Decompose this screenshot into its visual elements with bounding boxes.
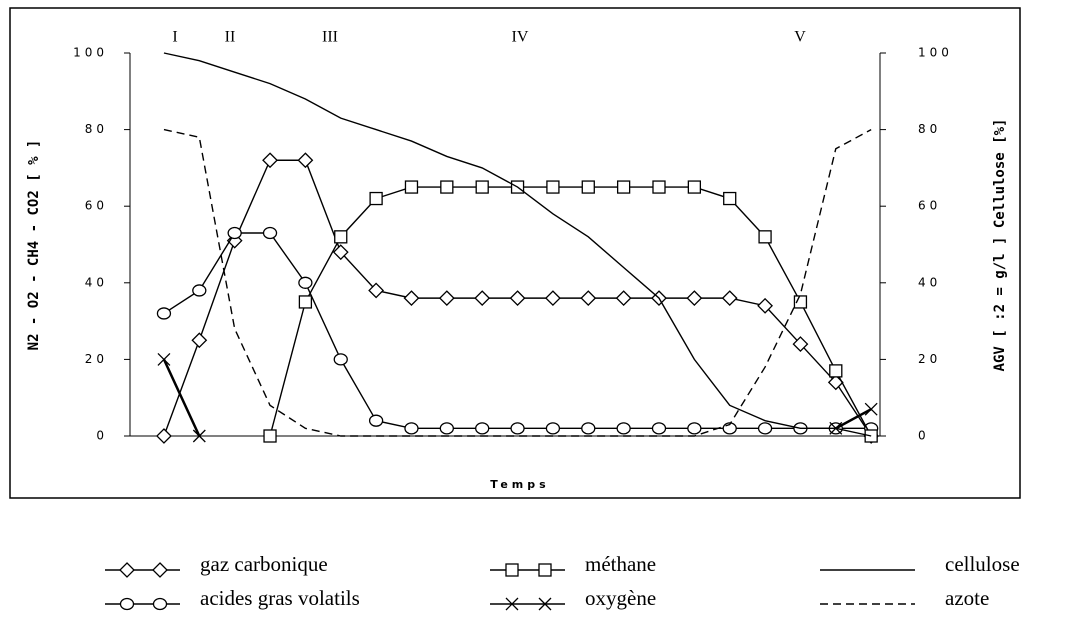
legend-item: oxygène [490,586,656,611]
marker-diamond [757,297,773,314]
marker-square [404,180,419,194]
marker-circle [119,597,135,611]
marker-square [723,191,737,206]
marker-circle [439,422,454,435]
marker-x [192,429,206,443]
marker-diamond [686,290,703,307]
marker-circle [298,276,313,289]
y-axis-label: N2 - O2 - CH4 - CO2 [ % ] [26,140,42,351]
y2-axis-label: AGV [ :2 = g/l ] Cellulose [%] [992,119,1008,372]
marker-diamond [191,332,208,349]
series-line [163,128,872,437]
marker-diamond [438,290,455,307]
marker-circle [475,422,490,435]
marker-circle [404,422,419,435]
legend-item: méthane [490,552,656,577]
marker-square [440,180,454,194]
marker-square [263,429,277,443]
marker-diamond [332,244,349,261]
series-line [162,358,872,437]
y-tick-label: 0 [96,429,108,443]
marker-diamond [403,290,420,307]
y-tick-label: 80 [85,122,108,136]
legend-item: gaz carbonique [105,552,328,578]
marker-square [546,180,560,194]
marker-square [829,364,843,378]
marker-circle [368,414,384,427]
marker-circle [156,307,172,320]
frame [9,7,1021,499]
y-tick-label: 60 [85,199,108,213]
legend-label: oxygène [585,586,656,610]
legend-item: acides gras volatils [105,586,360,611]
marker-circle [687,422,702,435]
marker-diamond [156,428,172,444]
marker-square [505,563,519,577]
series-line [163,232,872,430]
phase-label: IV [512,29,529,46]
marker-square [538,563,552,577]
legend-label: méthane [585,552,656,576]
marker-circle [581,422,596,435]
marker-square [616,180,631,194]
marker-circle [757,422,773,435]
marker-x [505,597,519,611]
marker-diamond [721,290,738,307]
phase-label: III [322,29,338,46]
marker-diamond [262,152,278,169]
legend-label: gaz carbonique [200,552,328,576]
marker-diamond [615,290,632,307]
marker-diamond [474,290,491,307]
marker-x [157,352,171,366]
marker-diamond [580,290,597,307]
marker-diamond [119,562,135,578]
marker-circle [333,353,348,366]
marker-diamond [368,282,385,299]
series-line [163,52,872,437]
marker-circle [227,226,242,240]
marker-circle [192,284,207,297]
legend-item: azote [820,586,989,610]
y2-tick-label: 100 [918,46,953,60]
marker-circle [152,597,168,611]
y2-tick-label: 0 [918,429,930,443]
y2-tick-label: 80 [918,122,941,136]
marker-circle [651,422,667,435]
marker-x [538,597,552,611]
series-line [269,186,872,437]
legend-label: azote [945,586,989,610]
y-tick-label: 100 [73,46,108,60]
marker-square [687,180,702,194]
marker-square [581,180,595,194]
y2-tick-label: 20 [918,352,941,366]
marker-circle [545,422,561,435]
marker-square [369,191,383,206]
marker-square [298,295,313,309]
marker-diamond [297,152,314,169]
marker-circle [616,422,631,435]
marker-square [652,180,666,194]
marker-square [334,230,348,244]
legend-label: cellulose [945,552,1020,576]
marker-circle [262,226,278,240]
phase-label: I [172,29,177,46]
y2-tick-label: 60 [918,199,941,213]
phase-label: II [225,29,236,46]
x-axis-label: Temps [490,478,549,491]
y-tick-label: 20 [85,352,108,366]
marker-square [475,180,489,194]
y-tick-label: 40 [85,275,108,289]
marker-diamond [152,562,168,578]
marker-diamond [544,290,561,307]
phase-label: V [794,29,806,46]
marker-square [758,230,772,244]
legend-label: acides gras volatils [200,586,360,610]
marker-diamond [792,336,809,352]
marker-circle [510,422,525,435]
y2-tick-label: 40 [918,275,941,289]
marker-diamond [509,290,526,307]
marker-x [864,402,878,416]
legend-item: cellulose [820,552,1020,576]
